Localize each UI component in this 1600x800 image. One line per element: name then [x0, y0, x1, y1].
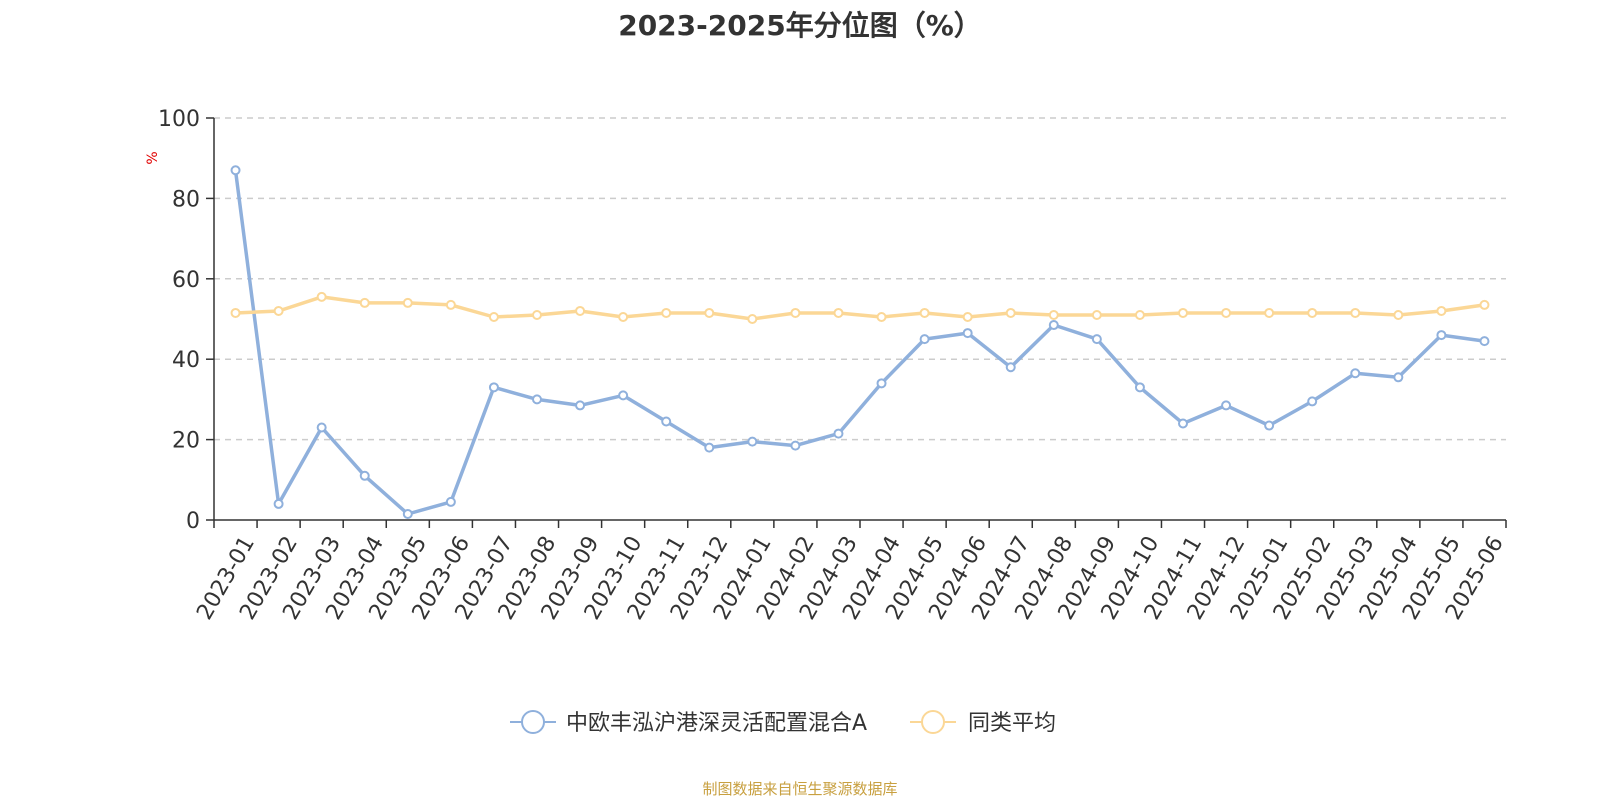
- data-point: [1307, 396, 1318, 407]
- data-point: [919, 307, 930, 318]
- data-point: [1005, 362, 1016, 373]
- gridlines: [214, 117, 1506, 441]
- data-point: [618, 390, 629, 401]
- data-point: [359, 470, 370, 481]
- data-point: [1436, 305, 1447, 316]
- data-point: [876, 311, 887, 322]
- data-point: [402, 508, 413, 519]
- data-point: [747, 314, 758, 324]
- data-point: [618, 311, 629, 322]
- data-point: [445, 299, 456, 310]
- data-point: [488, 382, 499, 393]
- data-point: [230, 165, 241, 176]
- legend: 中欧丰泓沪港深灵活配置混合A 同类平均: [510, 710, 1056, 736]
- legend-marker: [921, 710, 945, 734]
- y-tick-label: 0: [186, 509, 200, 534]
- data-point: [747, 436, 758, 447]
- data-point: [1436, 330, 1447, 341]
- data-point: [1221, 307, 1232, 318]
- data-point: [1048, 309, 1059, 320]
- data-point: [230, 307, 241, 318]
- data-point: [359, 297, 370, 308]
- y-tick-label: 40: [172, 348, 200, 373]
- data-point: [790, 307, 801, 318]
- data-point: [532, 394, 542, 405]
- data-point: [316, 422, 327, 433]
- data-point: [704, 307, 715, 318]
- legend-item-1: 同类平均: [910, 710, 1056, 736]
- y-tick-label: 80: [172, 187, 200, 212]
- data-point: [575, 305, 586, 316]
- data-point: [876, 378, 887, 389]
- series-line-0: [233, 170, 1485, 516]
- data-point: [316, 291, 327, 302]
- data-point: [1479, 336, 1490, 347]
- data-point: [1005, 307, 1016, 318]
- y-tick-label: 20: [172, 429, 200, 454]
- legend-marker: [521, 710, 545, 734]
- data-point: [1393, 309, 1404, 320]
- data-point: [661, 307, 672, 318]
- data-point: [833, 307, 844, 318]
- data-point: [1264, 307, 1275, 318]
- series-lines: [230, 165, 1490, 519]
- data-point: [1091, 309, 1102, 320]
- data-point: [1393, 372, 1404, 383]
- data-point: [962, 311, 973, 322]
- data-point: [1264, 420, 1275, 431]
- y-tick-label: 100: [158, 107, 200, 132]
- y-tick-labels: 0 20 40 60 80 100: [158, 107, 200, 534]
- data-source-note: 制图数据来自恒生聚源数据库: [702, 780, 898, 798]
- data-point: [1134, 382, 1145, 393]
- data-point: [704, 442, 715, 453]
- data-point: [1134, 309, 1145, 320]
- data-point: [833, 428, 844, 439]
- axes: [206, 117, 1507, 528]
- data-point: [1221, 400, 1232, 411]
- data-point: [1307, 307, 1318, 318]
- data-point: [790, 440, 801, 451]
- data-point: [445, 496, 456, 507]
- data-point: [273, 498, 284, 509]
- series-line-1: [235, 295, 1485, 321]
- data-point: [919, 334, 930, 345]
- data-point: [575, 400, 586, 411]
- chart-title: 2023-2025年分位图（%）: [618, 9, 982, 42]
- legend-label: 中欧丰泓沪港深灵活配置混合A: [566, 711, 867, 736]
- y-tick-label: 60: [172, 268, 200, 293]
- data-point: [488, 311, 499, 322]
- y-axis-label: %: [145, 151, 161, 164]
- data-point: [273, 305, 284, 316]
- legend-item-0: 中欧丰泓沪港深灵活配置混合A: [510, 710, 867, 736]
- data-point: [1048, 320, 1059, 331]
- data-point: [661, 416, 672, 427]
- data-point: [1178, 307, 1188, 318]
- legend-label: 同类平均: [968, 711, 1056, 736]
- data-point: [962, 328, 973, 339]
- data-point: [402, 297, 413, 308]
- data-point: [1350, 368, 1361, 379]
- data-point: [1178, 418, 1188, 429]
- data-point: [1350, 307, 1361, 318]
- data-point: [532, 309, 542, 320]
- x-tick-labels: 2023-012023-022023-032023-042023-052023-…: [192, 532, 1509, 624]
- data-point: [1091, 334, 1102, 345]
- data-point: [1479, 299, 1490, 310]
